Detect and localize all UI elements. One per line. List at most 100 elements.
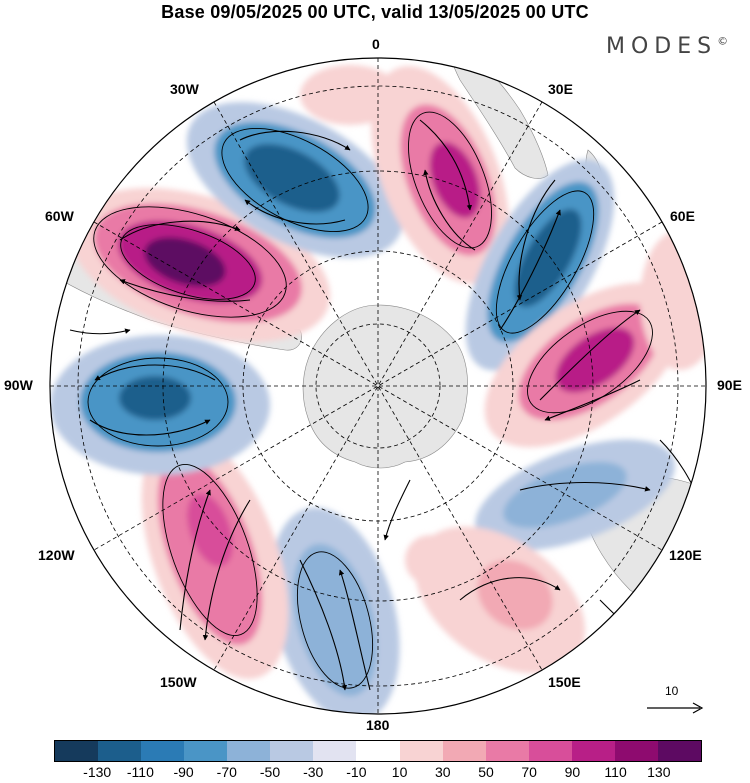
anomaly-ridge-core — [144, 237, 226, 287]
colorbar — [54, 740, 702, 762]
wind-arrow — [459, 577, 561, 601]
colorbar-tick-label: -10 — [346, 764, 367, 780]
colorbar-swatch — [614, 741, 658, 761]
colorbar-tick-label: 70 — [521, 764, 537, 780]
anomaly-weak-3 — [405, 535, 455, 585]
colorbar-swatch — [184, 741, 228, 761]
wind-arrow — [338, 569, 371, 691]
colorbar-tick-label: 30 — [435, 764, 451, 780]
colorbar-swatch — [141, 741, 185, 761]
lon-label-120w: 120W — [38, 547, 75, 563]
anomaly-field — [50, 65, 706, 714]
wind-arrow — [539, 309, 641, 401]
lon-label-0: 0 — [372, 36, 380, 52]
wind-arrow — [89, 419, 211, 436]
meridian-30w-150e — [213, 101, 543, 671]
anomaly-trough-pac-core — [293, 544, 377, 696]
colorbar-tick-label: -70 — [216, 764, 237, 780]
colorbar-labels: -130 -110 -90 -70 -50 -30 -10 10 30 50 70 90 110 130 — [0, 764, 750, 782]
colorbar-tick-label: 10 — [391, 764, 408, 780]
colorbar-tick-label: -90 — [173, 764, 194, 780]
reference-vector-label: 10 — [665, 684, 679, 698]
wind-arrow — [119, 279, 251, 302]
wind-arrow — [202, 499, 251, 641]
colorbar-tick-label: -110 — [126, 764, 154, 780]
graticule — [50, 58, 706, 714]
anomaly-trough-indian-core — [514, 209, 582, 307]
contour-line-8 — [162, 463, 258, 637]
reference-vector-arrow — [647, 702, 704, 714]
wind-arrow — [544, 379, 641, 421]
colorbar-swatch — [98, 741, 142, 761]
anomaly-ridge-90e-core — [555, 327, 635, 393]
colorbar-swatch — [227, 741, 271, 761]
wind-arrow — [119, 220, 241, 241]
colorbar-tick-label: -50 — [259, 764, 281, 780]
map-disc — [50, 58, 706, 714]
colorbar-swatch — [657, 741, 701, 761]
contour-line-2 — [120, 224, 256, 300]
contour-lines — [87, 111, 653, 689]
anomaly-trough-aus-mid — [503, 461, 627, 529]
colorbar-tick-label: 130 — [647, 764, 671, 780]
lon-label-60e: 60E — [670, 208, 695, 224]
contour-line-3 — [221, 127, 369, 233]
lon-label-60w: 60W — [45, 208, 74, 224]
lon-label-30e: 30E — [548, 81, 573, 97]
contour-line-1 — [93, 206, 287, 318]
wind-arrow — [299, 559, 348, 691]
wind-arrow — [499, 209, 561, 331]
colorbar-swatch — [313, 741, 357, 761]
anomaly-trough-atl-core — [244, 143, 340, 213]
brand-name: MODES — [606, 34, 718, 59]
colorbar-swatch — [528, 741, 572, 761]
contour-line-4 — [408, 111, 492, 249]
contour-line-9 — [297, 551, 373, 689]
colorbar-tick-label: 90 — [564, 764, 581, 780]
wind-arrow — [244, 199, 346, 225]
wind-arrow — [383, 479, 411, 541]
anomaly-ridge-pac-core — [187, 493, 233, 567]
colorbar-swatch — [442, 741, 486, 761]
latitude-circle-1 — [315, 323, 441, 449]
contour-line-5 — [495, 190, 595, 334]
colorbar-swatch — [485, 741, 529, 761]
meridian-60w-120e — [93, 221, 663, 551]
wind-arrow — [419, 119, 473, 211]
wind-vectors — [69, 119, 701, 691]
map-border — [49, 57, 707, 715]
anomaly-ridge-150e-core — [477, 560, 553, 630]
wind-arrow — [519, 481, 651, 492]
colorbar-tick-label: -130 — [83, 764, 112, 780]
colorbar-swatch — [571, 741, 615, 761]
colorbar-tick-label: 50 — [478, 764, 494, 780]
anomaly-weak-2 — [640, 230, 706, 370]
colorbar-swatch — [399, 741, 443, 761]
anomaly-ridge-africa-core — [429, 142, 481, 218]
modes-logo: MODES© — [606, 34, 728, 59]
colorbar-tick-label: -30 — [303, 764, 324, 780]
page-title: Base 09/05/2025 00 UTC, valid 13/05/2025… — [161, 2, 589, 22]
wind-arrow — [69, 328, 131, 335]
lon-label-120e: 120E — [669, 547, 702, 563]
wind-arrow — [94, 364, 216, 381]
wind-arrow — [423, 169, 476, 251]
meridian-30e-150w — [213, 101, 543, 671]
lon-label-150w: 150W — [160, 674, 197, 690]
contour-line-6 — [527, 310, 653, 414]
colorbar-swatch — [270, 741, 314, 761]
wind-arrow — [239, 130, 351, 151]
wind-arrow — [516, 179, 556, 301]
wind-arrow — [179, 489, 211, 631]
meridian-60e-120w — [93, 221, 663, 551]
colorbar-swatch — [356, 741, 400, 761]
brand-mark: © — [717, 34, 729, 48]
africa — [449, 58, 549, 179]
colorbar-tick-label: 110 — [604, 764, 627, 780]
lon-label-90e: 90E — [717, 377, 742, 393]
contour-line-7 — [87, 357, 229, 447]
lon-label-90w: 90W — [4, 377, 33, 393]
anomaly-weak-1 — [300, 65, 400, 125]
lon-label-30w: 30W — [170, 81, 199, 97]
